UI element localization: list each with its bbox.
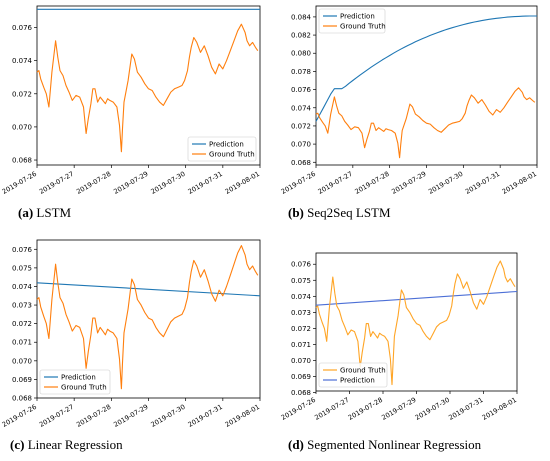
x-tick-label: 2019-07-31 <box>187 403 224 429</box>
series-line-ground-truth <box>36 245 259 390</box>
x-tick-label: 2019-07-26 <box>280 170 317 196</box>
series-line-ground-truth <box>315 87 536 159</box>
x-tick-label: 2019-07-27 <box>38 170 75 196</box>
legend-box <box>187 136 257 162</box>
x-tick-label: 2019-07-27 <box>38 403 75 429</box>
legend-box <box>318 8 386 34</box>
x-tick-label: 2019-07-30 <box>149 170 186 196</box>
y-tick-label: 0.068 <box>291 389 311 397</box>
x-tick-label: 2019-07-29 <box>380 396 417 422</box>
chart-panel-3: 0.068 0.069 0.070 0.071 0.072 0.073 0.074 0.075… <box>280 252 518 422</box>
y-tick-label: 0.069 <box>12 376 32 384</box>
y-tick-label: 0.076 <box>291 86 312 94</box>
y-tick-label: 0.075 <box>12 264 32 272</box>
y-tick-label: 0.072 <box>291 122 311 130</box>
y-tick-label: 0.074 <box>291 104 312 112</box>
y-tick-label: 0.071 <box>12 339 32 347</box>
legend: Prediction Ground Truth <box>39 369 111 395</box>
legend-label: Prediction <box>340 377 375 385</box>
x-tick-label: 2019-08-01 <box>224 403 261 429</box>
legend-label: Prediction <box>61 374 96 382</box>
x-tick-label: 2019-07-26 <box>280 396 317 422</box>
y-tick-label: 0.071 <box>291 341 311 349</box>
x-tick-label: 2019-07-26 <box>1 170 38 196</box>
x-tick-label: 2019-08-01 <box>224 170 261 196</box>
y-tick-label: 0.084 <box>291 13 312 21</box>
x-tick-label: 2019-07-30 <box>149 403 186 429</box>
y-tick-label: 0.076 <box>291 261 312 269</box>
y-tick-label: 0.068 <box>12 395 32 403</box>
legend-label: Prediction <box>340 13 375 21</box>
x-tick-label: 2019-08-01 <box>501 170 538 196</box>
y-tick-label: 0.076 <box>12 246 33 254</box>
y-tick-label: 0.076 <box>12 24 33 32</box>
y-tick-label: 0.069 <box>291 373 311 381</box>
caption-a: (a) LSTM <box>18 205 72 220</box>
x-tick-label: 2019-07-29 <box>390 170 427 196</box>
x-tick-label: 2019-07-28 <box>353 170 390 196</box>
y-tick-label: 0.082 <box>291 32 311 40</box>
y-tick-label: 0.068 <box>291 159 311 167</box>
legend: Ground Truth Prediction <box>318 362 388 388</box>
legend-box <box>39 369 111 395</box>
legend-box <box>318 362 388 388</box>
caption-d: (d) Segmented Nonlinear Regression <box>288 437 482 452</box>
y-tick-label: 0.073 <box>291 309 311 317</box>
y-tick-label: 0.075 <box>291 277 311 285</box>
legend-label: Ground Truth <box>61 384 107 392</box>
x-tick-label: 2019-07-27 <box>317 170 354 196</box>
y-tick-label: 0.080 <box>291 50 311 58</box>
series-line-ground-truth <box>36 23 259 153</box>
legend: Prediction Ground Truth <box>187 136 257 162</box>
series-line-prediction <box>315 15 537 122</box>
x-tick-label: 2019-07-29 <box>112 170 149 196</box>
caption-c: (c) Linear Regression <box>10 437 123 452</box>
y-tick-label: 0.070 <box>12 357 32 365</box>
chart-panel-2: 0.068 0.069 0.070 0.071 0.072 0.073 0.074 0.075… <box>1 239 261 429</box>
series-line-ground-truth <box>315 260 516 386</box>
caption-b: (b) Seq2Seq LSTM <box>288 205 391 220</box>
x-tick-label: 2019-07-30 <box>414 396 451 422</box>
x-tick-label: 2019-07-29 <box>112 403 149 429</box>
y-tick-label: 0.074 <box>12 57 33 65</box>
legend-label: Ground Truth <box>209 151 255 159</box>
legend-label: Prediction <box>209 141 244 149</box>
y-tick-label: 0.070 <box>291 141 311 149</box>
x-tick-label: 2019-07-28 <box>347 396 384 422</box>
x-tick-label: 2019-08-01 <box>481 396 518 422</box>
y-tick-label: 0.072 <box>12 320 32 328</box>
series-line-prediction <box>315 290 518 306</box>
y-tick-label: 0.073 <box>12 302 32 310</box>
x-tick-label: 2019-07-31 <box>464 170 501 196</box>
y-tick-label: 0.074 <box>12 283 33 291</box>
chart-panel-1: 0.068 0.070 0.072 0.074 0.076 0.078 0.080 0.082… <box>280 5 538 196</box>
y-tick-label: 0.070 <box>12 123 32 131</box>
x-tick-label: 2019-07-26 <box>1 403 38 429</box>
x-tick-label: 2019-07-31 <box>187 170 224 196</box>
legend-label: Ground Truth <box>340 23 386 31</box>
x-tick-label: 2019-07-31 <box>447 396 484 422</box>
y-tick-label: 0.072 <box>12 90 32 98</box>
y-tick-label: 0.078 <box>291 68 311 76</box>
x-tick-label: 2019-07-28 <box>75 403 112 429</box>
legend: Prediction Ground Truth <box>318 8 386 34</box>
series-line-prediction <box>36 282 261 297</box>
x-tick-label: 2019-07-30 <box>427 170 464 196</box>
y-tick-label: 0.068 <box>12 157 32 165</box>
y-tick-label: 0.070 <box>291 357 311 365</box>
x-tick-label: 2019-07-27 <box>313 396 350 422</box>
y-tick-label: 0.072 <box>291 325 311 333</box>
x-tick-label: 2019-07-28 <box>75 170 112 196</box>
y-tick-label: 0.074 <box>291 293 312 301</box>
legend-label: Ground Truth <box>340 367 386 375</box>
